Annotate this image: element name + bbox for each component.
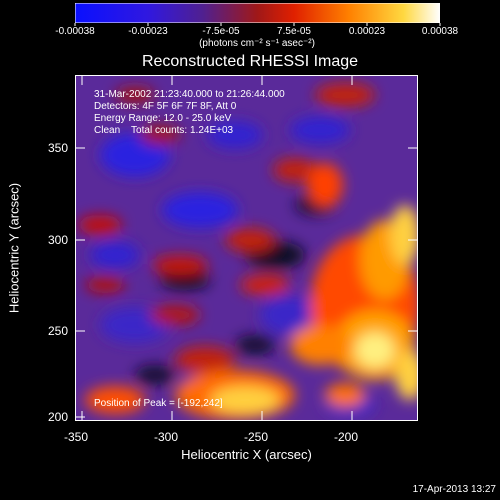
x-axis-label: Heliocentric X (arcsec) bbox=[181, 447, 312, 462]
y-tick-label: 350 bbox=[48, 141, 69, 155]
info-detectors: Detectors: 4F 5F 6F 7F 8F, Att 0 bbox=[94, 101, 237, 112]
y-tick-label: 200 bbox=[48, 410, 69, 424]
colorbar-tick-label: -0.00038 bbox=[55, 26, 95, 37]
rhessi-image bbox=[75, 75, 418, 421]
x-tick-label: -250 bbox=[244, 430, 269, 444]
colorbar-labels: -0.00038 -0.00023 -7.5e-05 7.5e-05 0.000… bbox=[0, 0, 500, 60]
peak-position: Position of Peak = [-192,242] bbox=[94, 398, 223, 409]
colorbar-tick-label: 0.00023 bbox=[348, 26, 386, 37]
info-time: 31-Mar-2002 21:23:40.000 to 21:26:44.000 bbox=[94, 89, 285, 100]
x-tick-label: -200 bbox=[334, 430, 359, 444]
y-tick-label: 300 bbox=[48, 233, 69, 247]
info-energy: Energy Range: 12.0 - 25.0 keV bbox=[94, 113, 232, 124]
colorbar bbox=[75, 3, 440, 23]
y-axis-label: Heliocentric Y (arcsec) bbox=[6, 182, 22, 314]
x-tick-label: -350 bbox=[64, 430, 89, 444]
y-tick-label: 250 bbox=[48, 324, 69, 338]
colorbar-ticks bbox=[74, 23, 441, 26]
colorbar-tick-label: -7.5e-05 bbox=[202, 26, 240, 37]
timestamp: 17-Apr-2013 13:27 bbox=[412, 484, 496, 495]
colorbar-units: (photons cm⁻² s⁻¹ asec⁻²) bbox=[199, 38, 315, 49]
colorbar-tick-label: 7.5e-05 bbox=[277, 26, 311, 37]
colorbar-tick-label: 0.00038 bbox=[421, 26, 459, 37]
colorbar-tick-label: -0.00023 bbox=[128, 26, 168, 37]
plot-title: Reconstructed RHESSI Image bbox=[141, 53, 359, 70]
info-method: Clean Total counts: 1.24E+03 bbox=[94, 125, 234, 136]
x-tick-label: -300 bbox=[154, 430, 179, 444]
